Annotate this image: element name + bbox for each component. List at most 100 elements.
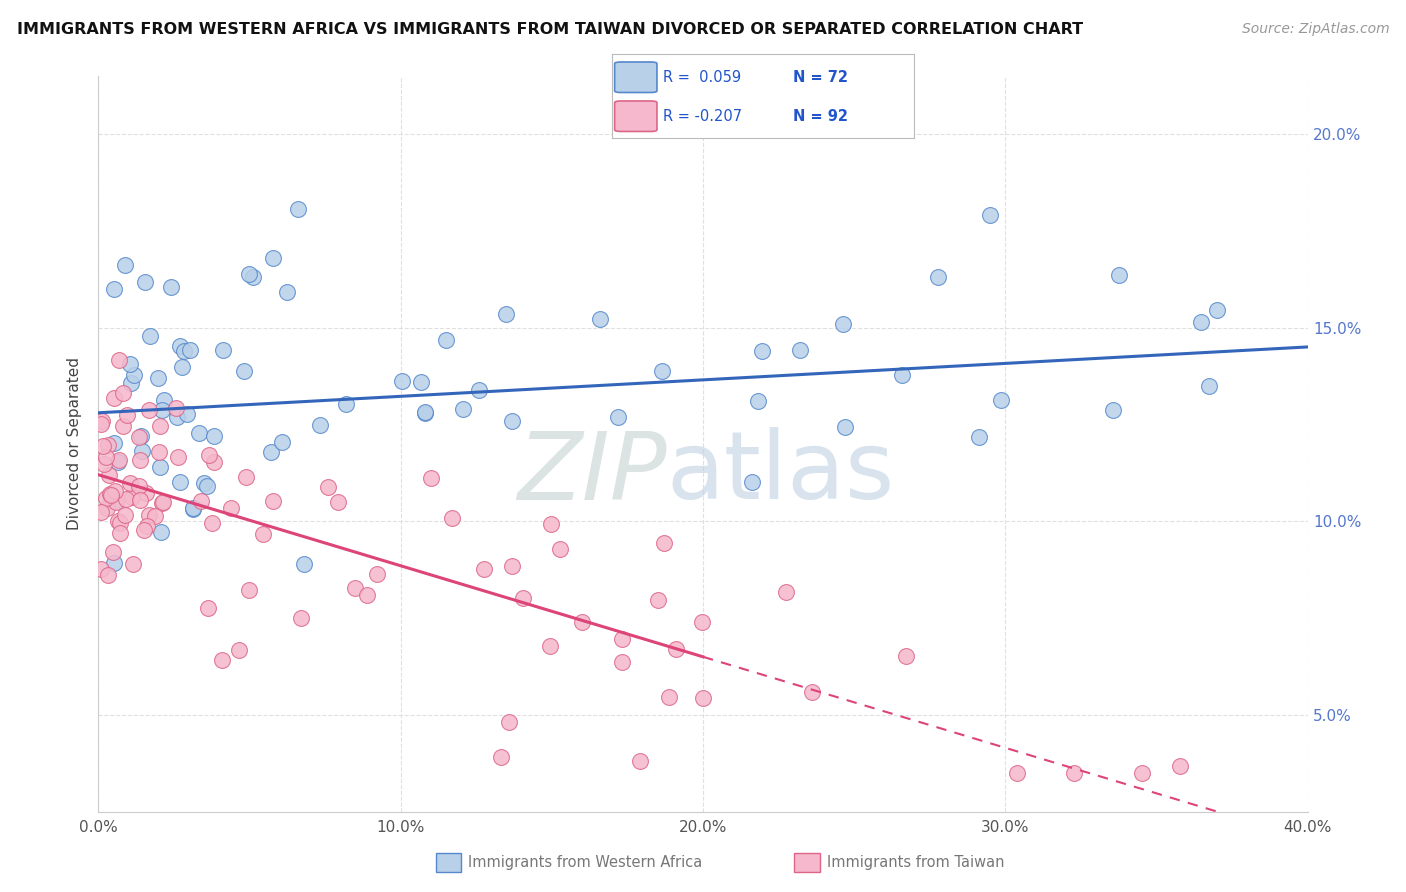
Point (107, 453, 129, 467)
Point (309, 417, 332, 432)
Point (326, 495, 349, 509)
Point (202, 428, 225, 442)
Point (134, 275, 156, 289)
Point (110, 525, 132, 540)
Point (138, 403, 160, 417)
Text: N = 72: N = 72 (793, 70, 848, 85)
Text: Immigrants from Taiwan: Immigrants from Taiwan (827, 855, 1004, 870)
Point (90, 562, 112, 576)
Point (90, 414, 112, 428)
Point (107, 514, 129, 528)
Point (134, 523, 156, 537)
Point (262, 252, 284, 266)
Point (152, 392, 174, 407)
Point (97, 437, 120, 451)
Point (990, 393, 1012, 408)
Point (121, 490, 143, 504)
Point (489, 749, 512, 764)
FancyBboxPatch shape (614, 101, 657, 131)
Point (287, 202, 309, 217)
Point (160, 280, 183, 294)
Point (538, 639, 561, 653)
Point (252, 526, 274, 541)
Point (166, 409, 188, 424)
Point (135, 519, 157, 533)
Point (131, 443, 153, 458)
Point (751, 344, 773, 359)
Point (262, 494, 284, 508)
Point (495, 307, 517, 321)
Point (150, 495, 173, 509)
Point (91, 438, 114, 452)
Point (181, 502, 204, 516)
Point (415, 406, 437, 420)
Point (747, 394, 769, 409)
Point (90, 417, 112, 432)
Point (472, 562, 495, 576)
Point (409, 375, 432, 389)
Point (179, 343, 201, 358)
Point (356, 588, 378, 602)
Text: R = -0.207: R = -0.207 (664, 109, 742, 124)
Point (219, 500, 242, 515)
Text: R =  0.059: R = 0.059 (664, 70, 741, 85)
Point (589, 312, 612, 326)
Point (118, 475, 141, 490)
Point (501, 559, 523, 574)
Point (927, 270, 949, 285)
Point (238, 582, 260, 597)
Point (100, 486, 122, 500)
Point (138, 508, 160, 523)
Point (204, 455, 226, 469)
Point (292, 557, 315, 571)
Point (413, 405, 436, 419)
Point (104, 484, 127, 499)
Text: ZIP: ZIP (517, 427, 666, 519)
Point (891, 368, 914, 383)
Point (692, 690, 714, 705)
Point (114, 491, 136, 506)
Point (149, 418, 172, 433)
Point (103, 282, 125, 296)
Point (138, 329, 160, 343)
Point (548, 541, 571, 556)
Point (894, 649, 917, 664)
Point (211, 653, 233, 667)
Point (114, 508, 136, 523)
Point (1102, 403, 1125, 417)
Point (612, 655, 634, 669)
Text: atlas: atlas (666, 427, 896, 519)
Point (1063, 766, 1085, 780)
Point (658, 690, 681, 704)
Point (128, 430, 150, 444)
Point (103, 557, 125, 571)
Point (498, 714, 520, 729)
Point (1206, 303, 1229, 318)
Point (967, 430, 990, 444)
Point (801, 685, 824, 699)
Text: Immigrants from Western Africa: Immigrants from Western Africa (468, 855, 703, 870)
Point (242, 269, 264, 284)
Point (90, 505, 112, 519)
Point (118, 357, 141, 371)
Point (108, 516, 131, 530)
Point (212, 343, 235, 358)
Point (228, 642, 250, 657)
Point (111, 418, 134, 433)
Point (103, 391, 125, 405)
Point (96, 501, 118, 516)
Point (271, 434, 294, 449)
Point (540, 517, 562, 532)
Point (115, 408, 138, 422)
Point (420, 471, 443, 485)
Point (152, 495, 174, 509)
Point (135, 485, 157, 500)
Point (169, 339, 191, 353)
Point (188, 425, 211, 440)
Point (1170, 759, 1192, 773)
Point (344, 581, 367, 595)
Point (832, 317, 855, 331)
Point (652, 536, 675, 550)
Point (1130, 766, 1153, 780)
Point (101, 544, 124, 558)
